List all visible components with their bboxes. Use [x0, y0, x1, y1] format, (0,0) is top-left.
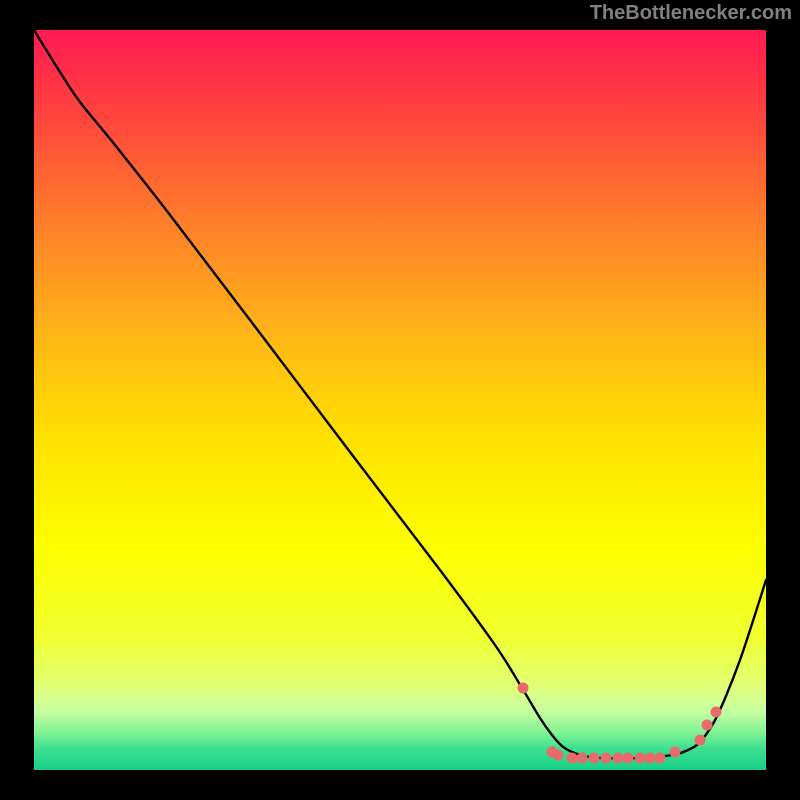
data-marker [711, 707, 722, 718]
data-marker [655, 753, 666, 764]
data-marker [589, 753, 600, 764]
data-marker [645, 753, 656, 764]
data-marker [553, 750, 564, 761]
data-marker [577, 753, 588, 764]
bottleneck-chart [0, 0, 800, 800]
plot-background [34, 30, 766, 770]
chart-container: TheBottlenecker.com [0, 0, 800, 800]
data-marker [613, 753, 624, 764]
data-marker [695, 735, 706, 746]
data-marker [635, 753, 646, 764]
data-marker [567, 753, 578, 764]
data-marker [623, 753, 634, 764]
data-marker [518, 683, 529, 694]
attribution-text: TheBottlenecker.com [590, 2, 792, 25]
data-marker [702, 720, 713, 731]
data-marker [601, 753, 612, 764]
data-marker [670, 747, 681, 758]
